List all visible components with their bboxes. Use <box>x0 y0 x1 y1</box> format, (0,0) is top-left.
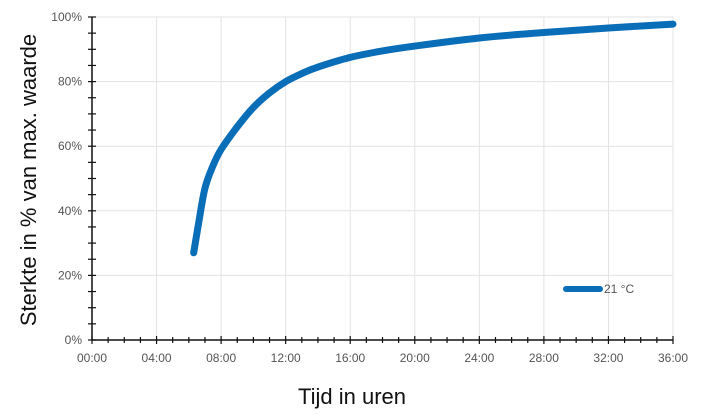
grid <box>92 16 674 340</box>
x-tick-label: 24:00 <box>464 351 494 365</box>
y-tick-label: 0% <box>65 333 83 347</box>
x-tick-label: 32:00 <box>593 351 623 365</box>
series-layer <box>190 20 677 257</box>
x-tick-label: 08:00 <box>206 351 236 365</box>
y-tick-label: 100% <box>51 10 82 24</box>
legend: 21 °C <box>563 282 634 296</box>
x-tick-label: 00:00 <box>77 351 107 365</box>
x-tick-label: 12:00 <box>271 351 301 365</box>
x-axis-title: Tijd in uren <box>298 384 406 409</box>
y-axis-title: Sterkte in % van max. waarde <box>16 34 41 326</box>
y-tick-label: 40% <box>58 204 82 218</box>
series-line-21c <box>190 20 677 257</box>
x-tick-label: 04:00 <box>142 351 172 365</box>
y-tick-label: 20% <box>58 268 82 282</box>
axes: 00:00 04:00 08:00 12:00 16:00 20:00 24:00 28:00… <box>51 10 688 365</box>
x-tick-label: 28:00 <box>529 351 559 365</box>
y-tick-label: 60% <box>58 139 82 153</box>
legend-label-21c: 21 °C <box>604 282 634 296</box>
x-tick-label: 36:00 <box>658 351 688 365</box>
y-tick-label: 80% <box>58 75 82 89</box>
x-tick-label: 16:00 <box>335 351 365 365</box>
x-tick-label: 20:00 <box>400 351 430 365</box>
